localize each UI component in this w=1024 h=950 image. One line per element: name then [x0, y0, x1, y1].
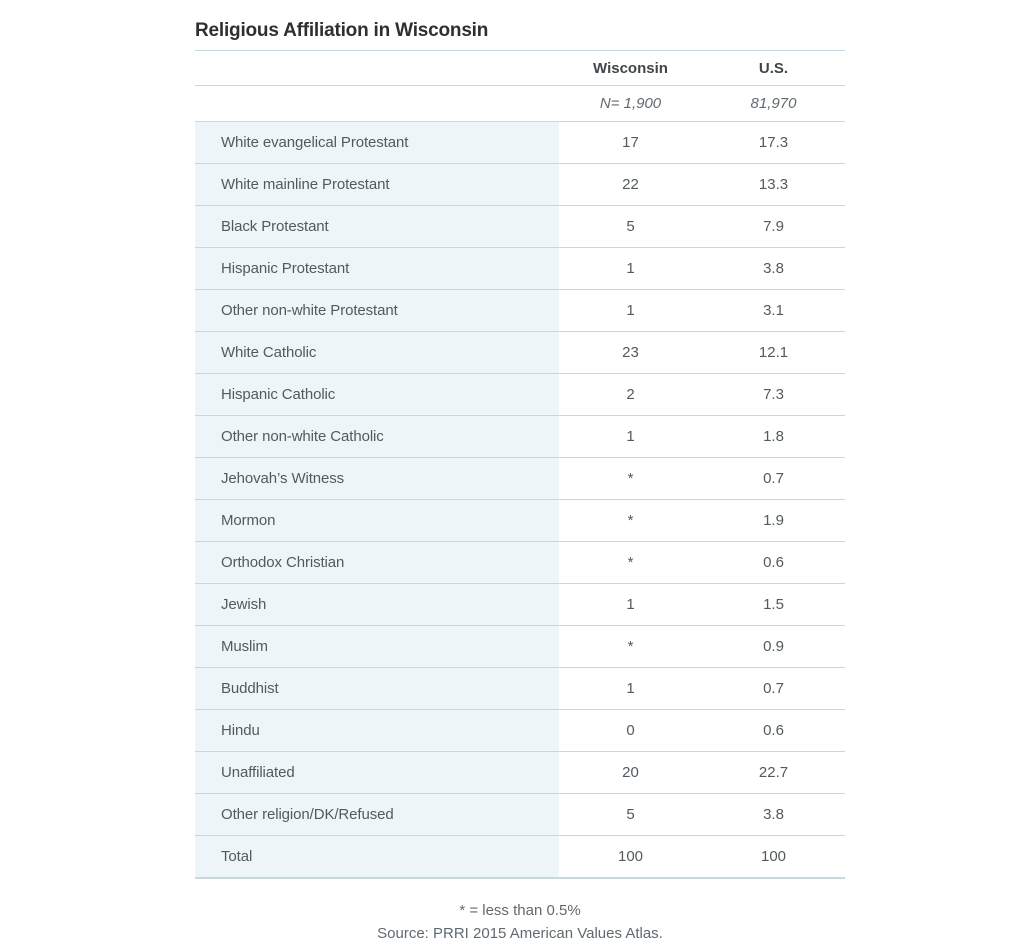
table-row: Buddhist10.7 — [195, 668, 845, 710]
row-value-wisconsin: 20 — [559, 752, 702, 794]
table-row: Orthodox Christian*0.6 — [195, 542, 845, 584]
row-value-us: 3.8 — [702, 248, 845, 290]
row-value-us: 0.9 — [702, 626, 845, 668]
row-label: Hispanic Protestant — [195, 248, 559, 290]
row-label: Other non-white Protestant — [195, 290, 559, 332]
row-label: Black Protestant — [195, 206, 559, 248]
row-value-wisconsin: 5 — [559, 794, 702, 836]
source-line: Source: PRRI 2015 American Values Atlas. — [195, 922, 845, 945]
affiliation-table: Wisconsin U.S. N= 1,900 81,970 White eva… — [195, 50, 845, 879]
row-value-us: 3.8 — [702, 794, 845, 836]
row-value-wisconsin: 17 — [559, 122, 702, 164]
row-value-us: 17.3 — [702, 122, 845, 164]
table-row: Unaffiliated2022.7 — [195, 752, 845, 794]
row-value-wisconsin: * — [559, 626, 702, 668]
row-value-wisconsin: 0 — [559, 710, 702, 752]
row-value-wisconsin: 23 — [559, 332, 702, 374]
table-row: Other non-white Protestant13.1 — [195, 290, 845, 332]
header-col-wisconsin: Wisconsin — [559, 51, 702, 86]
row-label: Unaffiliated — [195, 752, 559, 794]
header-blank — [195, 51, 559, 86]
row-label: Muslim — [195, 626, 559, 668]
subheader-n-wisconsin: N= 1,900 — [559, 86, 702, 122]
table-title: Religious Affiliation in Wisconsin — [195, 20, 845, 42]
row-label: Mormon — [195, 500, 559, 542]
subheader-n-us: 81,970 — [702, 86, 845, 122]
row-value-wisconsin: 1 — [559, 290, 702, 332]
row-value-wisconsin: 100 — [559, 836, 702, 878]
table-row: Hindu00.6 — [195, 710, 845, 752]
row-value-us: 1.5 — [702, 584, 845, 626]
row-label: Other religion/DK/Refused — [195, 794, 559, 836]
table-row: Black Protestant57.9 — [195, 206, 845, 248]
row-value-us: 22.7 — [702, 752, 845, 794]
row-label: Hindu — [195, 710, 559, 752]
table-row: Mormon*1.9 — [195, 500, 845, 542]
table-row: Hispanic Protestant13.8 — [195, 248, 845, 290]
row-value-wisconsin: 1 — [559, 584, 702, 626]
table-row: White Catholic2312.1 — [195, 332, 845, 374]
row-value-wisconsin: 1 — [559, 248, 702, 290]
row-label: Jehovah’s Witness — [195, 458, 559, 500]
table-row: Hispanic Catholic27.3 — [195, 374, 845, 416]
row-value-us: 0.6 — [702, 542, 845, 584]
row-value-wisconsin: 22 — [559, 164, 702, 206]
row-value-us: 12.1 — [702, 332, 845, 374]
row-label: Buddhist — [195, 668, 559, 710]
row-label: Other non-white Catholic — [195, 416, 559, 458]
table-row: Total100100 — [195, 836, 845, 878]
row-label: Orthodox Christian — [195, 542, 559, 584]
header-col-us: U.S. — [702, 51, 845, 86]
row-value-wisconsin: 1 — [559, 668, 702, 710]
row-value-us: 0.7 — [702, 458, 845, 500]
row-value-us: 13.3 — [702, 164, 845, 206]
row-label: White mainline Protestant — [195, 164, 559, 206]
row-value-us: 1.9 — [702, 500, 845, 542]
table-row: Muslim*0.9 — [195, 626, 845, 668]
row-label: White Catholic — [195, 332, 559, 374]
table-row: Jehovah’s Witness*0.7 — [195, 458, 845, 500]
table-row: Other non-white Catholic11.8 — [195, 416, 845, 458]
row-value-wisconsin: 5 — [559, 206, 702, 248]
row-value-us: 7.3 — [702, 374, 845, 416]
row-value-us: 0.7 — [702, 668, 845, 710]
row-value-us: 3.1 — [702, 290, 845, 332]
row-value-wisconsin: 1 — [559, 416, 702, 458]
row-label: Total — [195, 836, 559, 878]
row-label: Hispanic Catholic — [195, 374, 559, 416]
subheader-blank — [195, 86, 559, 122]
row-value-wisconsin: * — [559, 458, 702, 500]
row-value-wisconsin: * — [559, 500, 702, 542]
table-row: Jewish11.5 — [195, 584, 845, 626]
row-label: White evangelical Protestant — [195, 122, 559, 164]
table-row: Other religion/DK/Refused53.8 — [195, 794, 845, 836]
table-row: White mainline Protestant2213.3 — [195, 164, 845, 206]
row-value-us: 7.9 — [702, 206, 845, 248]
row-value-wisconsin: 2 — [559, 374, 702, 416]
row-label: Jewish — [195, 584, 559, 626]
table-row: White evangelical Protestant1717.3 — [195, 122, 845, 164]
row-value-wisconsin: * — [559, 542, 702, 584]
row-value-us: 100 — [702, 836, 845, 878]
footnote: * = less than 0.5% — [195, 899, 845, 922]
row-value-us: 0.6 — [702, 710, 845, 752]
row-value-us: 1.8 — [702, 416, 845, 458]
